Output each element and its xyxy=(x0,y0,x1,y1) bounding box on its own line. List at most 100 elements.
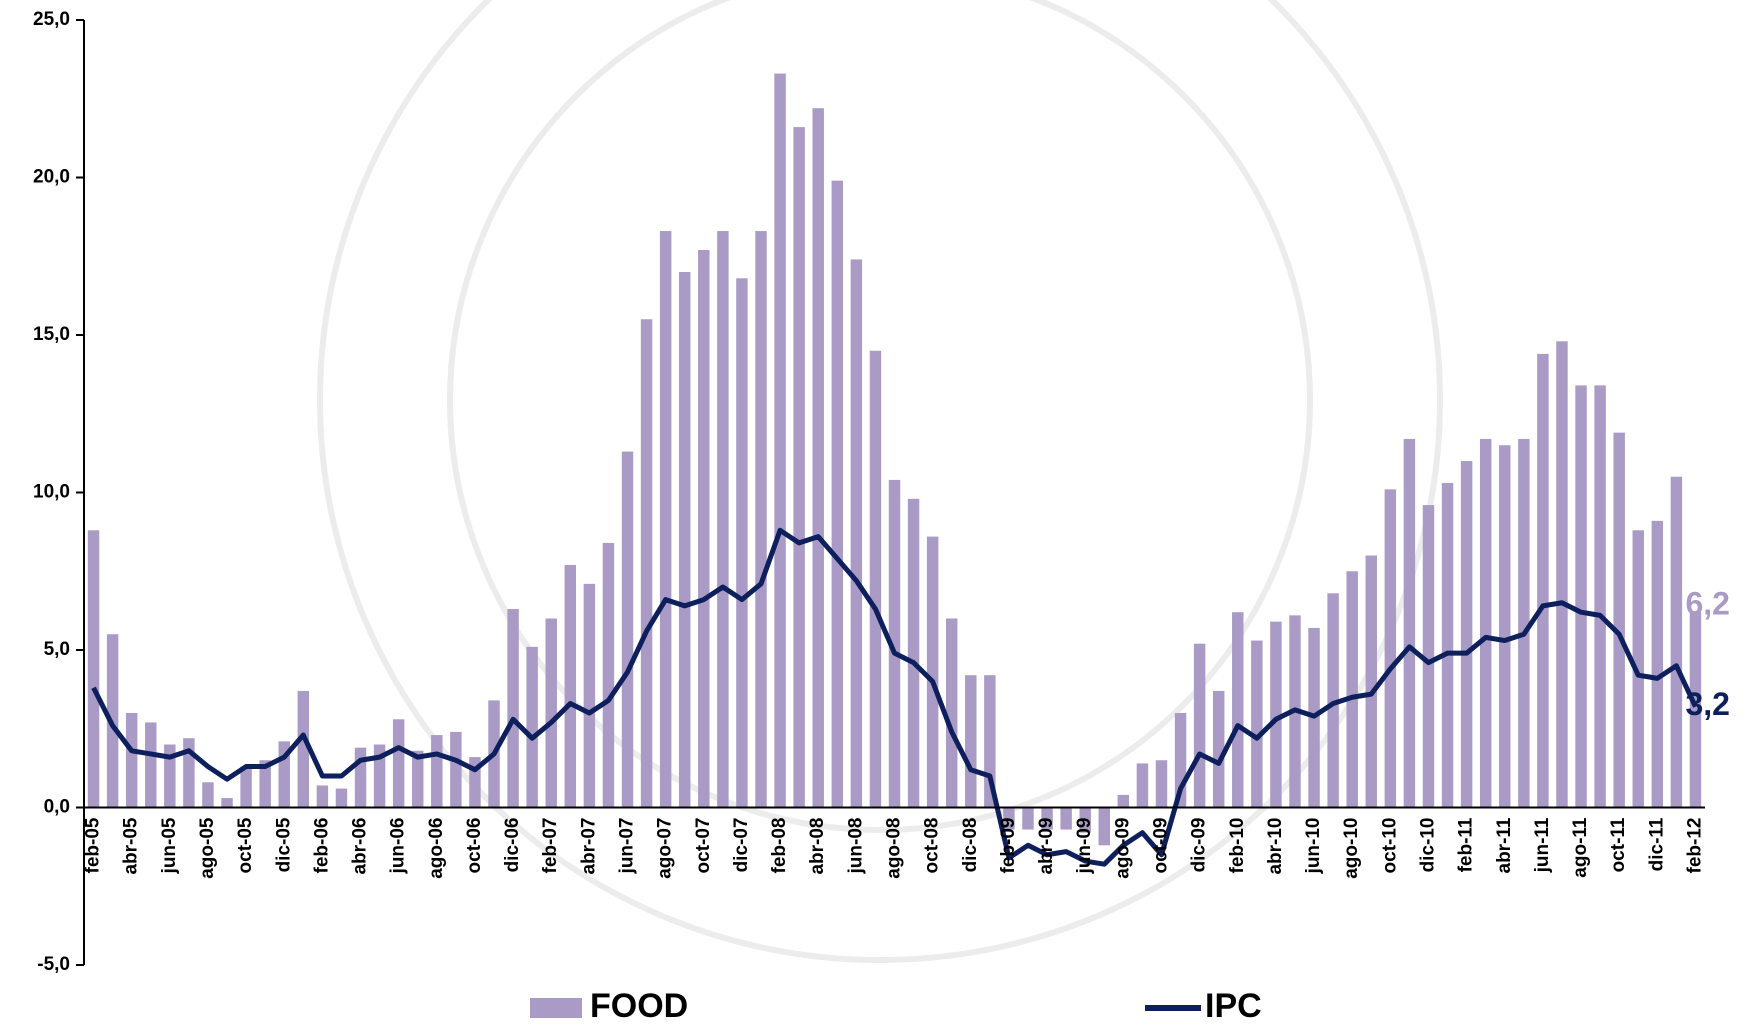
x-tick-label: jun-06 xyxy=(388,818,409,875)
bar xyxy=(1251,641,1262,808)
x-tick-label: feb-10 xyxy=(1227,818,1248,874)
bar xyxy=(1346,571,1357,807)
bar xyxy=(1213,691,1224,808)
bar xyxy=(1499,445,1510,807)
x-tick-label: feb-09 xyxy=(998,818,1019,874)
bar xyxy=(1461,461,1472,808)
x-tick-label: abr-10 xyxy=(1265,818,1286,875)
bar xyxy=(851,259,862,807)
x-tick-label: jun-08 xyxy=(845,818,866,875)
bar xyxy=(679,272,690,808)
x-tick-label: oct-06 xyxy=(464,818,485,874)
bar xyxy=(1671,477,1682,808)
y-tick-label: -5,0 xyxy=(37,954,70,975)
y-tick-label: 15,0 xyxy=(33,324,70,345)
bar xyxy=(717,231,728,807)
x-tick-label: abr-05 xyxy=(121,817,142,874)
x-tick-label: abr-07 xyxy=(578,818,599,875)
bar xyxy=(1232,612,1243,807)
x-tick-label: oct-05 xyxy=(235,817,256,873)
bar xyxy=(1060,808,1071,830)
bar xyxy=(431,735,442,807)
legend-label: FOOD xyxy=(590,987,688,1025)
x-tick-label: ago-11 xyxy=(1570,817,1591,878)
bar xyxy=(202,782,213,807)
x-tick-label: abr-06 xyxy=(350,818,371,875)
x-tick-label: ago-05 xyxy=(197,817,218,879)
bar xyxy=(240,767,251,808)
x-tick-label: dic-07 xyxy=(731,818,752,873)
bar xyxy=(546,619,557,808)
bar xyxy=(698,250,709,808)
bar xyxy=(660,231,671,807)
bar xyxy=(1613,433,1624,808)
bar xyxy=(126,713,137,808)
x-tick-label: ago-10 xyxy=(1341,818,1362,879)
bar xyxy=(1442,483,1453,807)
bar xyxy=(736,278,747,807)
bar xyxy=(526,647,537,808)
legend-swatch xyxy=(530,998,582,1018)
bar xyxy=(1480,439,1491,808)
bar xyxy=(336,789,347,808)
x-tick-label: dic-11 xyxy=(1646,817,1667,871)
x-tick-label: oct-07 xyxy=(693,818,714,874)
x-tick-label: ago-06 xyxy=(426,818,447,879)
x-tick-label: feb-06 xyxy=(311,818,332,874)
x-tick-label: oct-09 xyxy=(1151,818,1172,874)
x-tick-label: dic-05 xyxy=(273,817,294,872)
x-tick-label: feb-05 xyxy=(83,817,104,873)
bar xyxy=(221,798,232,807)
y-tick-label: 5,0 xyxy=(44,639,70,660)
y-tick-label: 20,0 xyxy=(33,167,70,188)
bar xyxy=(1118,795,1129,808)
bar xyxy=(1366,556,1377,808)
x-tick-label: oct-10 xyxy=(1379,818,1400,874)
bar xyxy=(622,452,633,808)
x-tick-label: dic-06 xyxy=(502,818,523,873)
bar xyxy=(1194,644,1205,808)
value-label: 3,2 xyxy=(1685,686,1729,722)
bar xyxy=(832,181,843,808)
bar xyxy=(507,609,518,807)
bar xyxy=(908,499,919,808)
x-tick-label: ago-08 xyxy=(884,818,905,879)
y-tick-label: 10,0 xyxy=(33,482,70,503)
bar xyxy=(565,565,576,808)
bar xyxy=(450,732,461,808)
bar xyxy=(755,231,766,807)
bar xyxy=(1385,489,1396,807)
x-tick-label: abr-11 xyxy=(1494,817,1515,873)
bar xyxy=(1404,439,1415,808)
legend-label: IPC xyxy=(1205,987,1262,1025)
bar xyxy=(1099,808,1110,846)
x-tick-label: ago-07 xyxy=(655,818,676,879)
value-label: 6,2 xyxy=(1685,586,1729,622)
chart: -5,0 0,0 5,0 10,0 15,0 20,0 25,0 feb-05 abr-05 ju… xyxy=(0,0,1750,1028)
bar xyxy=(774,74,785,808)
bar xyxy=(1156,760,1167,807)
bar xyxy=(1575,385,1586,807)
bar xyxy=(1022,808,1033,830)
bar xyxy=(1556,341,1567,807)
bar xyxy=(1652,521,1663,808)
x-tick-label: jun-11 xyxy=(1532,817,1553,873)
x-tick-label: feb-08 xyxy=(769,818,790,874)
x-tick-label: dic-10 xyxy=(1417,818,1438,873)
y-tick-label: 0,0 xyxy=(44,797,70,818)
bar xyxy=(870,351,881,808)
bar xyxy=(355,748,366,808)
bar xyxy=(145,722,156,807)
bar xyxy=(946,619,957,808)
x-tick-label: feb-12 xyxy=(1684,818,1705,874)
bar xyxy=(812,108,823,807)
bar xyxy=(603,543,614,808)
x-tick-label: feb-11 xyxy=(1456,817,1477,872)
x-tick-label: jun-09 xyxy=(1074,818,1095,875)
bar xyxy=(317,785,328,807)
bar xyxy=(88,530,99,807)
x-tick-label: ago-09 xyxy=(1112,818,1133,879)
y-tick-label: 25,0 xyxy=(33,9,70,30)
x-tick-label: oct-11 xyxy=(1608,817,1629,872)
bar xyxy=(965,675,976,807)
